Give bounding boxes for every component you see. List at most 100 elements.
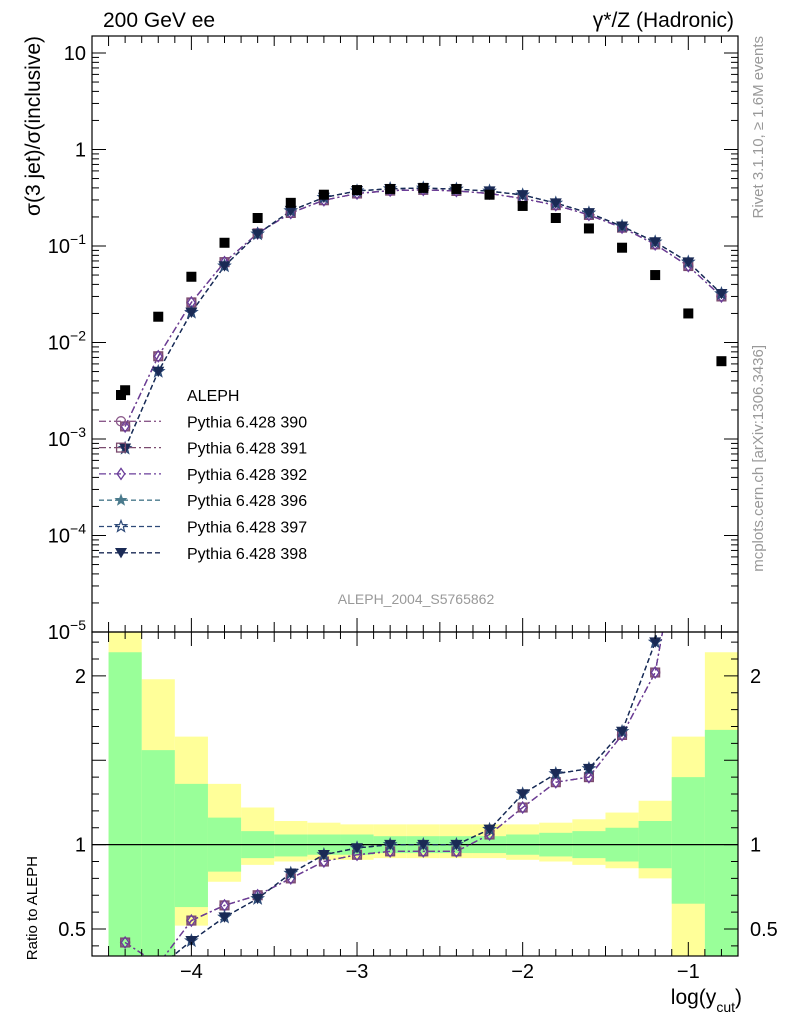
legend-aleph-marker [116,390,126,400]
ratio-series-5-point-1 [153,963,164,973]
aleph-data-point-11 [484,189,495,200]
aleph-data-point-5 [285,197,296,208]
band-green-bin-5 [274,834,308,857]
x-axis-title-main: log(y [671,986,717,1009]
main-y-axis-title: σ(3 jet)/σ(inclusive) [22,36,45,216]
ratio-series-4-point-1 [153,962,164,973]
ratio-series-5-point-3 [218,912,231,923]
main-y-tick-label: 10−4 [48,520,86,547]
main-series-layer [117,180,729,455]
main-y-tick-mantissa: 10 [48,332,70,354]
ratio-series-2-point-1 [154,959,162,970]
ratio-series-2-point-14 [584,770,594,784]
main-series-5-point-15 [616,221,629,232]
aleph-data-point-9 [418,182,429,193]
aleph-data-point-4 [252,213,263,224]
main-series-5-point-12 [516,190,529,201]
ratio-series-5-point-0 [120,967,131,977]
main-series-5-point-4 [251,229,264,240]
main-series-5-point-14 [582,208,595,219]
ratio-series-5-point-9 [417,839,430,851]
ratio-y-tick-label-right: 2 [750,666,761,688]
aleph-data-point-2 [186,271,197,282]
ratio-y-tick-label-left: 2 [75,666,86,688]
main-y-tick-mantissa: 10 [48,236,70,258]
main-series-line-5 [124,187,722,449]
main-y-tick-mantissa: 10 [48,622,70,644]
legend-label-0: Pythia 6.428 390 [187,414,307,431]
ratio-y-tick-label-right: 0.5 [750,919,778,941]
band-green-bin-1 [141,750,175,956]
main-y-tick-label: 10−5 [48,617,86,644]
ratio-series-5-point-5 [284,868,297,879]
ratio-series-4-point-0 [119,965,130,976]
analysis-id-label: ALEPH_2004_S5765862 [338,591,495,607]
ratio-series-2-point-12 [518,800,528,815]
main-y-tick-label: 10−3 [48,424,86,451]
main-series-5-point-1 [152,366,165,378]
legend-label-5: Pythia 6.428 398 [187,546,307,563]
ratio-series-2-point-2 [186,913,196,928]
legend-label-2: Pythia 6.428 392 [187,467,307,484]
aleph-data-point-8 [385,183,396,194]
main-y-tick-exponent: −3 [70,424,86,440]
ratio-y-tick-label-right: 1 [750,835,761,857]
legend-marker-3 [114,493,128,506]
aleph-data-point-12 [517,200,528,211]
main-series-5-point-3 [218,261,231,272]
main-y-tick-label: 10 [64,43,86,65]
legend-marker-1 [115,442,127,453]
header-left-label: 200 GeV ee [103,9,215,32]
legend-aleph-label: ALEPH [187,388,239,405]
main-series-2-point-1 [153,349,163,363]
legend: ALEPH Pythia 6.428 390 Pythia 6.428 391 Pyt… [99,388,307,563]
legend-label-4: Pythia 6.428 397 [187,520,307,537]
main-series-2-point-0 [120,419,130,434]
aleph-data-point-6 [318,189,329,200]
main-y-tick-exponent: −1 [70,231,86,247]
band-green-bin-18 [704,729,738,956]
main-y-tick-label: 10−2 [48,327,86,354]
ratio-series-5-point-12 [516,789,529,800]
x-axis-title: log(ycut) [671,986,742,1015]
ratio-series-3-point-0 [119,965,130,976]
band-green-bin-17 [671,777,705,904]
header-right-label: γ*/Z (Hadronic) [593,9,734,32]
main-series-5-point-18 [715,288,728,300]
ratio-series-2-point-7 [352,848,362,862]
legend-label-1: Pythia 6.428 391 [187,441,307,458]
main-plot-frame [91,35,739,633]
ratio-series-5-point-8 [384,839,397,851]
ratio-series-5-point-10 [450,839,463,851]
aleph-data-point-13 [550,213,561,224]
ratio-series-5-point-7 [351,843,364,854]
main-series-line-3 [124,187,722,449]
ratio-y-tick-label-left: 1 [75,835,86,857]
main-y-tick-exponent: −4 [70,520,86,536]
main-series-line-4 [124,187,722,449]
ratio-series-5-point-6 [317,849,330,861]
legend-marker-0 [115,416,127,427]
ratio-series-5-point-13 [549,768,562,780]
ratio-series-2-point-10 [451,844,462,859]
ratio-series-5-point-14 [582,763,595,775]
x-axis-title-close: ) [735,986,742,1009]
ratio-y-axis-title: Ratio to ALEPH [24,856,41,960]
x-tick-label: −4 [180,961,203,983]
ratio-series-5-point-2 [185,936,198,947]
main-series-5-point-17 [682,257,695,268]
x-tick-label: −1 [677,961,700,983]
aleph-data-point-18 [716,356,727,367]
aleph-data-point-1 [153,311,164,322]
main-y-tick-exponent: −5 [70,617,86,633]
ratio-series-5-point-15 [616,726,629,738]
main-y-tick-label: 10−1 [48,231,86,258]
ratio-series-2-point-13 [551,775,561,789]
ratio-uncertainty-bands [108,632,738,956]
aleph-data-point-14 [583,223,594,234]
band-green-bin-0 [108,652,142,956]
rivet-version-label: Rivet 3.1.10, ≥ 1.6M events [750,36,767,219]
aleph-data-point-15 [617,242,628,253]
main-y-tick-mantissa: 10 [48,525,70,547]
ratio-series-2-point-16 [650,665,660,680]
